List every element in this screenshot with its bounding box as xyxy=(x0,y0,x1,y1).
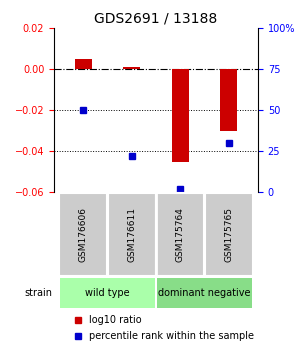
Text: GSM176611: GSM176611 xyxy=(127,207,136,262)
Text: GSM175765: GSM175765 xyxy=(224,207,233,262)
Text: GSM175764: GSM175764 xyxy=(176,207,185,262)
Bar xyxy=(75,59,92,69)
Title: GDS2691 / 13188: GDS2691 / 13188 xyxy=(94,12,218,26)
Bar xyxy=(123,67,140,69)
FancyBboxPatch shape xyxy=(108,193,155,276)
Text: log10 ratio: log10 ratio xyxy=(89,315,141,325)
FancyBboxPatch shape xyxy=(157,278,252,308)
FancyBboxPatch shape xyxy=(157,193,204,276)
Text: wild type: wild type xyxy=(85,288,130,298)
FancyBboxPatch shape xyxy=(205,193,253,276)
Text: dominant negative: dominant negative xyxy=(158,288,251,298)
Text: strain: strain xyxy=(24,288,52,298)
FancyBboxPatch shape xyxy=(59,193,107,276)
Text: percentile rank within the sample: percentile rank within the sample xyxy=(89,331,254,341)
Bar xyxy=(220,69,237,131)
Bar xyxy=(172,69,189,161)
Text: GSM176606: GSM176606 xyxy=(79,207,88,262)
FancyBboxPatch shape xyxy=(60,278,155,308)
